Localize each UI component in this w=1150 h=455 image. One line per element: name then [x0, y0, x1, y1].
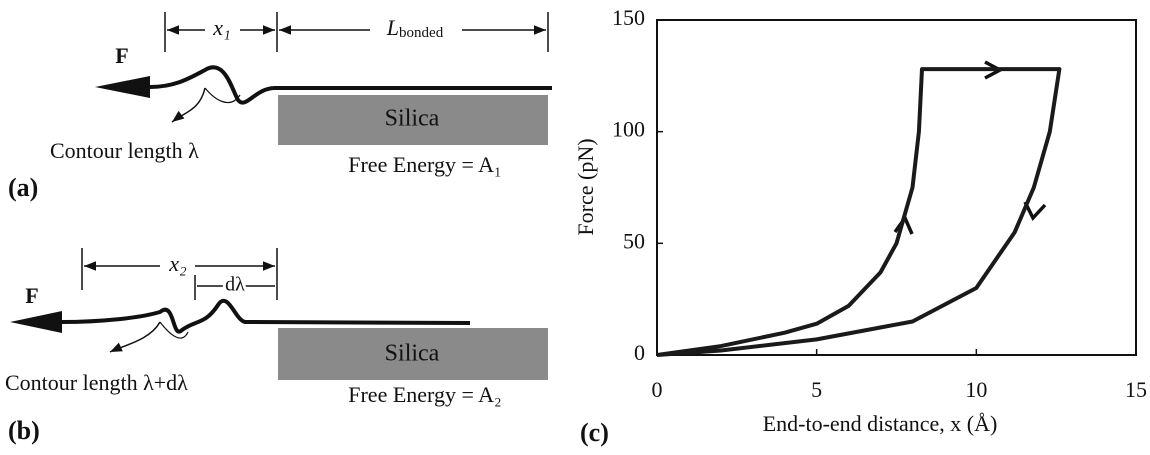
x2-label: x₂ — [168, 251, 187, 276]
x-tick-label: 5 — [811, 377, 822, 402]
panel-label: (c) — [580, 418, 609, 447]
data-line — [656, 67, 1062, 357]
contour-line — [204, 87, 241, 104]
y-tick-label: 0 — [634, 340, 645, 365]
panel-label: (a) — [8, 173, 38, 202]
force-arrow — [10, 311, 62, 333]
silica-label: Silica — [385, 341, 440, 367]
x-tick-label: 15 — [1125, 377, 1147, 402]
y-axis-label: Force (pN) — [573, 138, 598, 235]
force-arrow — [95, 76, 150, 98]
silica — [278, 328, 548, 380]
plot-frame — [656, 19, 1137, 356]
contour-arrow — [171, 87, 206, 123]
y-tick-label: 100 — [612, 117, 645, 142]
panel-a: x₁ Lbonded F Silica Free Energy = A₁ Con… — [8, 12, 552, 202]
bonded-label: Lbonded — [386, 15, 444, 41]
bonded-main: L — [386, 15, 399, 40]
contour-line — [159, 321, 189, 339]
panel-b: x₂ dλ F Silica Free Energy = A₂ Contour … — [5, 248, 548, 445]
delta-label: dλ — [225, 274, 245, 296]
x-tick-label: 0 — [652, 377, 663, 402]
silica — [278, 95, 548, 145]
x-tick-label: 10 — [965, 377, 987, 402]
energy-label: Free Energy = A₂ — [348, 382, 501, 407]
bonded-sub: bonded — [399, 25, 444, 41]
force-label: F — [115, 43, 128, 68]
direction-arrow — [1023, 201, 1047, 222]
contour-label: Contour length λ+dλ — [5, 370, 188, 395]
x-axis-label: End-to-end distance, x (Å) — [763, 411, 998, 436]
polymer — [61, 299, 471, 334]
contour-label: Contour length λ — [50, 138, 199, 163]
silica-label: Silica — [385, 106, 440, 132]
energy-label: Free Energy = A₁ — [348, 152, 501, 177]
panel-c: End-to-end distance, x (Å) Force (pN) (c… — [573, 5, 1147, 447]
polymer — [149, 65, 552, 105]
force-label: F — [25, 283, 38, 308]
contour-arrow — [109, 321, 161, 353]
x1-label: x₁ — [212, 15, 230, 40]
panel-label: (b) — [8, 416, 40, 445]
y-tick-label: 150 — [612, 5, 645, 30]
y-tick-label: 50 — [623, 228, 645, 253]
